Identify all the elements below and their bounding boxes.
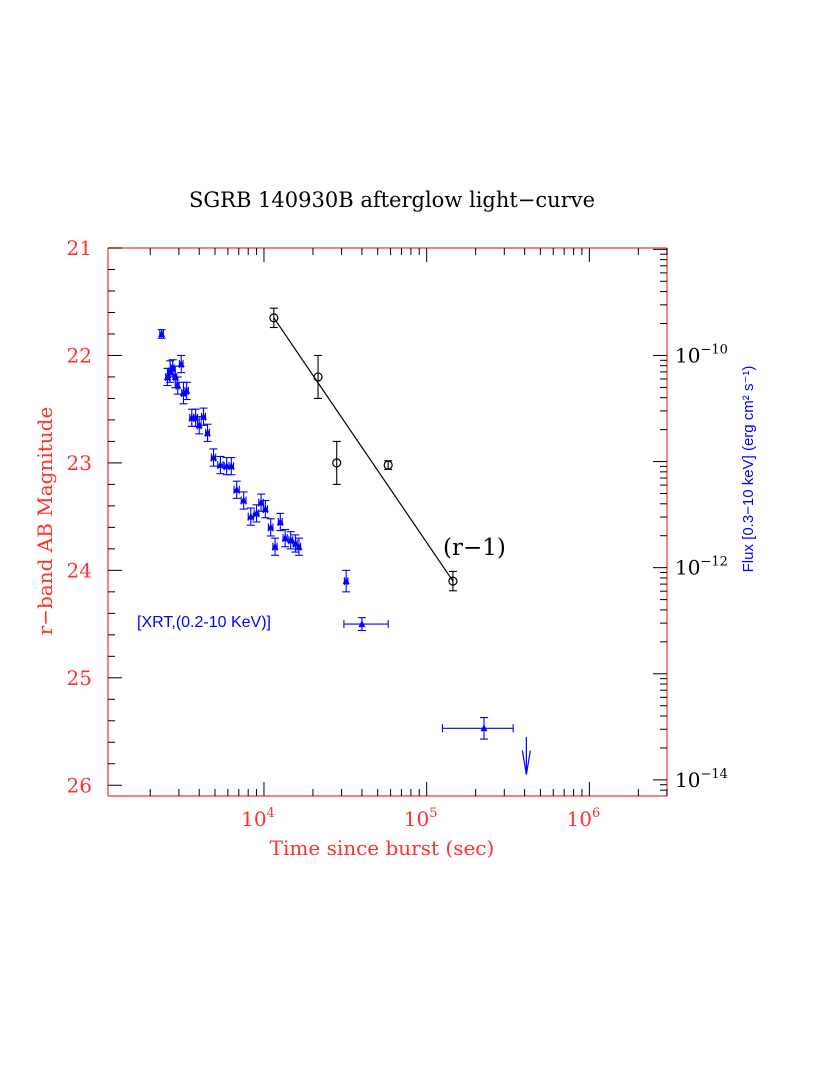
xrt-point: [253, 509, 261, 517]
fit-line: [273, 317, 454, 582]
xrt-point: [342, 577, 350, 585]
xrt-point: [240, 496, 248, 504]
xrt-point: [358, 620, 366, 628]
r-band-annotation: (r−1): [443, 535, 506, 561]
optical-point: [332, 458, 342, 468]
axis-ticks: [108, 247, 668, 796]
optical-point: [448, 576, 458, 586]
xrt-point: [216, 461, 224, 469]
xrt-point: [195, 421, 203, 429]
xrt-point: [183, 386, 191, 394]
xrt-point: [163, 372, 171, 380]
right-tick-label: 10−12: [675, 555, 728, 580]
right-tick-label: 10−14: [675, 767, 728, 792]
y-tick-label: 26: [67, 773, 92, 797]
xrt-point: [295, 542, 303, 550]
xrt-point: [192, 413, 200, 421]
xrt-point: [200, 412, 208, 420]
x-tick-label: 104: [241, 806, 275, 831]
y-tick-label: 24: [67, 558, 92, 582]
optical-point: [313, 372, 323, 382]
plot-frame: [107, 247, 668, 797]
optical-point: [269, 313, 279, 323]
x-tick-label: 106: [567, 806, 601, 831]
y-tick-label: 23: [67, 451, 92, 475]
y-tick-label: 22: [67, 343, 92, 367]
xrt-point: [233, 485, 241, 493]
xrt-point: [158, 329, 166, 337]
x-tick-label: 105: [404, 806, 438, 831]
right-axis-label: Flux [0.3−10 keV] (erg cm² s⁻¹): [740, 366, 757, 573]
data-points: [157, 307, 531, 775]
xrt-point: [267, 523, 275, 531]
y-tick-label: 25: [67, 666, 92, 690]
xrt-point: [247, 512, 255, 520]
xrt-point: [276, 518, 284, 525]
xrt-point: [257, 498, 265, 506]
xrt-point: [204, 428, 212, 436]
right-tick-label: 10−10: [675, 342, 728, 367]
optical-point: [383, 460, 393, 470]
xrt-point: [261, 505, 269, 513]
xrt-point: [281, 534, 289, 542]
fit-line-layer: [273, 317, 454, 582]
xrt-point: [480, 724, 488, 732]
xrt-point: [174, 381, 182, 389]
y-tick-label: 21: [67, 236, 92, 260]
tick-labels: 21 22 23 24 25 26 10−10 10−12 10−14 104 105 106: [67, 236, 728, 831]
chart-title: SGRB 140930B afterglow light−curve: [189, 188, 595, 212]
xrt-point: [177, 360, 185, 368]
xrt-point: [271, 542, 279, 550]
xrt-point: [287, 536, 295, 544]
upper-limit-arrow-head: [521, 750, 531, 775]
xrt-point: [210, 453, 218, 461]
x-axis-label: Time since burst (sec): [270, 836, 495, 860]
xrt-point: [169, 364, 177, 372]
xrt-point: [227, 462, 235, 470]
xrt-point: [223, 462, 231, 470]
xrt-annotation: [XRT,(0.2-10 KeV)]: [137, 614, 271, 631]
y-axis-label: r−band AB Magnitude: [33, 407, 57, 636]
